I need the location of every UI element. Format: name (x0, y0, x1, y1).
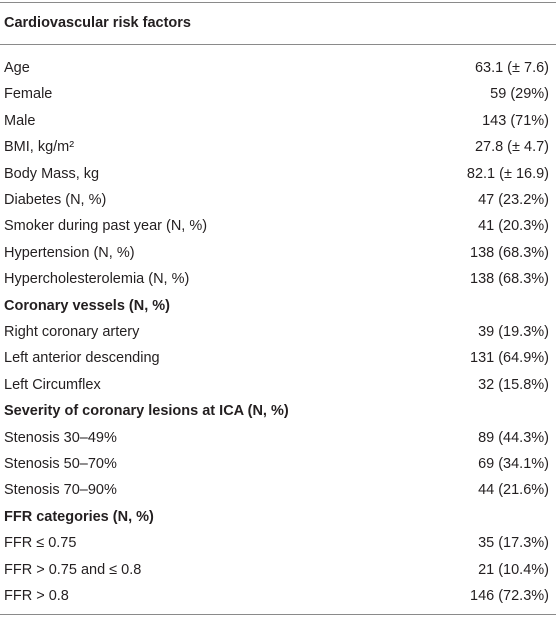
table-row: Male 143 (71%) (0, 108, 556, 134)
row-value: 69 (34.1%) (478, 456, 549, 472)
bottom-rule (0, 614, 556, 615)
table-row: FFR > 0.75 and ≤ 0.8 21 (10.4%) (0, 557, 556, 583)
row-value: 21 (10.4%) (478, 561, 549, 578)
row-value: 32 (15.8%) (478, 376, 549, 393)
section-row: Severity of coronary lesions at ICA (N, … (0, 398, 556, 424)
row-label: FFR > 0.8 (4, 588, 69, 604)
row-value: 143 (71%) (482, 112, 549, 129)
table-row: Hypertension (N, %) 138 (68.3%) (0, 240, 556, 266)
row-value: 35 (17.3%) (478, 535, 549, 552)
row-value: 41 (20.3%) (478, 218, 549, 235)
row-label: FFR > 0.75 and ≤ 0.8 (4, 561, 142, 578)
table-row: Stenosis 30–49% 89 (44.3%) (0, 425, 556, 451)
header-rule (0, 44, 556, 45)
row-label: Body Mass, kg (4, 165, 100, 182)
row-value: 63.1 (± 7.6) (474, 60, 549, 76)
section-row: FFR categories (N, %) (0, 504, 556, 530)
table-row: Smoker during past year (N, %) 41 (20.3%) (0, 213, 556, 239)
table-row: FFR > 0.8 146 (72.3%) (0, 583, 556, 609)
row-label: Hypercholesterolemia (N, %) (4, 271, 190, 288)
row-value: 39 (19.3%) (478, 324, 549, 340)
section-title: Severity of coronary lesions at ICA (N, … (4, 403, 289, 420)
top-rule (0, 2, 556, 3)
row-label: Stenosis 70–90% (4, 482, 117, 499)
table-row: Age 63.1 (± 7.6) (0, 55, 556, 81)
row-label: Female (4, 86, 53, 103)
row-value: 27.8 (± 4.7) (474, 139, 549, 156)
row-value: 89 (44.3%) (478, 429, 549, 446)
header-text: Cardiovascular risk factors (4, 15, 191, 31)
table-row: Left anterior descending 131 (64.9%) (0, 345, 556, 371)
section-title: FFR categories (N, %) (4, 508, 154, 525)
row-label: Stenosis 50–70% (4, 456, 117, 472)
row-value: 138 (68.3%) (470, 271, 549, 288)
table-header: Cardiovascular risk factors (0, 10, 556, 36)
table-row: Stenosis 70–90% 44 (21.6%) (0, 477, 556, 503)
row-label: FFR ≤ 0.75 (4, 535, 77, 552)
table-row: BMI, kg/m² 27.8 (± 4.7) (0, 134, 556, 160)
row-label: Smoker during past year (N, %) (4, 218, 208, 235)
row-label: Left anterior descending (4, 350, 160, 367)
table-row: Female 59 (29%) (0, 81, 556, 107)
row-value: 59 (29%) (490, 86, 549, 103)
row-label: Diabetes (N, %) (4, 192, 107, 208)
table-row: FFR ≤ 0.75 35 (17.3%) (0, 530, 556, 556)
row-label: Male (4, 112, 36, 129)
row-value: 131 (64.9%) (470, 350, 549, 367)
section-title: Coronary vessels (N, %) (4, 297, 171, 314)
table-row: Diabetes (N, %) 47 (23.2%) (0, 187, 556, 213)
row-label: Stenosis 30–49% (4, 429, 117, 446)
row-value: 138 (68.3%) (470, 244, 549, 261)
section-row: Coronary vessels (N, %) (0, 293, 556, 319)
row-label: BMI, kg/m² (4, 139, 75, 156)
row-value: 82.1 (± 16.9) (466, 165, 549, 182)
row-value: 47 (23.2%) (478, 192, 549, 208)
table-row: Body Mass, kg 82.1 (± 16.9) (0, 161, 556, 187)
row-label: Right coronary artery (4, 324, 140, 340)
table-row: Hypercholesterolemia (N, %) 138 (68.3%) (0, 266, 556, 292)
row-value: 146 (72.3%) (470, 588, 549, 604)
row-value: 44 (21.6%) (478, 482, 549, 499)
row-label: Hypertension (N, %) (4, 244, 135, 261)
row-label: Age (4, 60, 30, 76)
table-row: Right coronary artery 39 (19.3%) (0, 319, 556, 345)
row-label: Left Circumflex (4, 376, 101, 393)
table-row: Left Circumflex 32 (15.8%) (0, 372, 556, 398)
table-row: Stenosis 50–70% 69 (34.1%) (0, 451, 556, 477)
